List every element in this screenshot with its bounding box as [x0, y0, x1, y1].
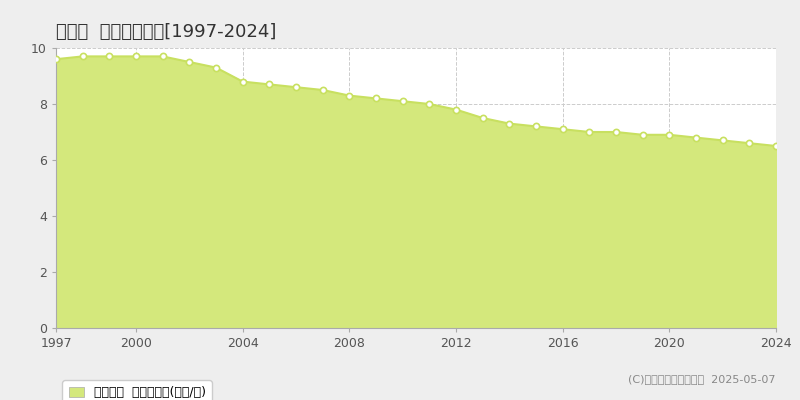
Point	[663, 132, 676, 138]
Point	[103, 53, 116, 60]
Point	[556, 126, 569, 132]
Point	[716, 137, 729, 144]
Legend: 基準地価  平均坪単価(万円/坪): 基準地価 平均坪単価(万円/坪)	[62, 380, 212, 400]
Text: 平生町  基準地価推移[1997-2024]: 平生町 基準地価推移[1997-2024]	[56, 23, 276, 41]
Point	[476, 115, 489, 121]
Point	[316, 87, 329, 93]
Point	[130, 53, 142, 60]
Point	[423, 101, 436, 107]
Point	[236, 78, 249, 85]
Point	[76, 53, 89, 60]
Point	[530, 123, 542, 130]
Text: (C)土地価格ドットコム  2025-05-07: (C)土地価格ドットコム 2025-05-07	[629, 374, 776, 384]
Point	[583, 129, 596, 135]
Point	[290, 84, 302, 90]
Point	[370, 95, 382, 102]
Point	[210, 64, 222, 71]
Point	[263, 81, 276, 88]
Point	[743, 140, 756, 146]
Point	[396, 98, 409, 104]
Point	[50, 56, 62, 62]
Point	[503, 120, 516, 127]
Point	[636, 132, 649, 138]
Point	[343, 92, 356, 99]
Point	[156, 53, 169, 60]
Point	[610, 129, 622, 135]
Point	[183, 59, 196, 65]
Point	[450, 106, 462, 113]
Point	[770, 143, 782, 149]
Point	[690, 134, 702, 141]
